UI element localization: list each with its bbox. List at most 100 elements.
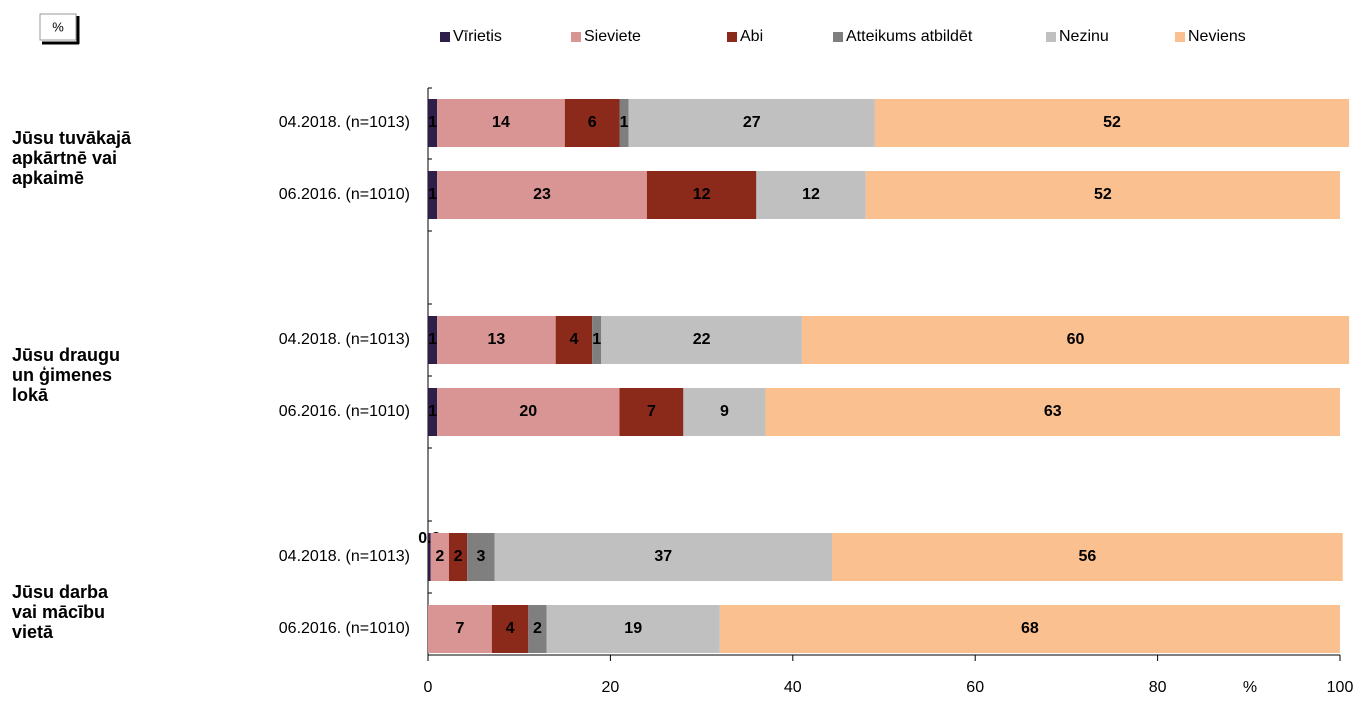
data-label: 60	[1067, 331, 1085, 348]
data-label: 37	[654, 548, 672, 565]
group-label: un ģimenes	[12, 365, 112, 385]
data-label: 7	[647, 403, 656, 420]
data-label: 1	[428, 403, 437, 420]
legend-swatch	[1046, 32, 1056, 42]
data-label: 12	[693, 186, 711, 203]
category-label: 06.2016. (n=1010)	[279, 403, 410, 420]
unit-box	[39, 13, 77, 41]
bar-segment	[801, 316, 1350, 364]
legend-label: Vīrietis	[453, 28, 502, 45]
legend-label: Neviens	[1188, 28, 1246, 45]
bar-segment	[555, 316, 593, 364]
bar-segment	[564, 99, 620, 147]
legend-label: Abi	[740, 28, 763, 45]
bar-segment	[428, 605, 492, 653]
unit-label: %	[52, 19, 64, 34]
data-label: 27	[743, 114, 761, 131]
x-tick-label: 40	[784, 679, 802, 696]
data-label: 22	[693, 331, 711, 348]
data-label: 1	[592, 331, 601, 348]
x-tick-label: 20	[602, 679, 620, 696]
legend-label: Sieviete	[584, 28, 641, 45]
x-tick-label: 0	[424, 679, 433, 696]
category-label: 04.2018. (n=1013)	[279, 548, 410, 565]
bar-segment	[494, 533, 833, 581]
data-label: 2	[454, 548, 463, 565]
data-label: 4	[506, 620, 515, 637]
bar-segment	[874, 99, 1350, 147]
data-label: 1	[428, 186, 437, 203]
group-label: lokā	[12, 385, 49, 405]
data-label: 23	[533, 186, 551, 203]
bar-segment	[437, 316, 556, 364]
bar-segment	[832, 533, 1343, 581]
legend-label: Nezinu	[1059, 28, 1109, 45]
group-label: Jūsu draugu	[12, 345, 120, 365]
data-label: 2	[435, 548, 444, 565]
legend-swatch	[833, 32, 843, 42]
bar-segment	[437, 388, 620, 436]
data-label: 9	[720, 403, 729, 420]
bar-segment	[448, 533, 468, 581]
x-axis-unit: %	[1243, 679, 1257, 696]
group-label: vai mācību	[12, 602, 105, 622]
data-label: 68	[1021, 620, 1039, 637]
bar-segment	[765, 388, 1340, 436]
category-label: 06.2016. (n=1010)	[279, 620, 410, 637]
bar-segment	[546, 605, 720, 653]
x-tick-label: 60	[966, 679, 984, 696]
category-label: 06.2016. (n=1010)	[279, 186, 410, 203]
bar-segment	[646, 171, 757, 219]
group-label: vietā	[12, 622, 54, 642]
bar-segment	[428, 533, 431, 581]
bar-segment	[628, 99, 875, 147]
data-label: 52	[1094, 186, 1112, 203]
bar-segment	[619, 99, 629, 147]
bar-segment	[430, 533, 449, 581]
bar-segment	[428, 388, 438, 436]
data-label: 14	[492, 114, 510, 131]
data-label: 19	[624, 620, 642, 637]
bar-segment	[528, 605, 547, 653]
bar-segment	[756, 171, 866, 219]
legend-swatch	[571, 32, 581, 42]
bar-segment	[437, 171, 647, 219]
bar-segment	[683, 388, 766, 436]
legend-label: Atteikums atbildēt	[846, 28, 973, 45]
category-label: 04.2018. (n=1013)	[279, 331, 410, 348]
bar-segment	[719, 605, 1340, 653]
x-tick-label: 100	[1327, 679, 1354, 696]
x-tick-label: 80	[1149, 679, 1167, 696]
bar-segment	[428, 316, 438, 364]
data-label: 1	[620, 114, 629, 131]
bar-segment	[601, 316, 802, 364]
data-label: 4	[569, 331, 578, 348]
bar-segment	[428, 99, 438, 147]
data-label: 63	[1044, 403, 1062, 420]
data-label: 2	[533, 620, 542, 637]
bar-segment	[428, 171, 438, 219]
data-label: 52	[1103, 114, 1121, 131]
group-label: Jūsu darba	[12, 582, 109, 602]
group-label: apkaimē	[12, 168, 84, 188]
bar-segment	[467, 533, 495, 581]
bar-segment	[437, 99, 565, 147]
bar-segment	[592, 316, 602, 364]
data-label: 3	[476, 548, 485, 565]
data-label: 20	[519, 403, 537, 420]
legend-swatch	[1175, 32, 1185, 42]
bar-segment	[865, 171, 1340, 219]
data-label: 12	[802, 186, 820, 203]
data-label: 56	[1078, 548, 1096, 565]
legend-swatch	[440, 32, 450, 42]
legend-swatch	[727, 32, 737, 42]
group-label: apkārtnē vai	[12, 148, 117, 168]
bar-segment	[619, 388, 684, 436]
data-label: 13	[488, 331, 506, 348]
group-label: Jūsu tuvākajā	[12, 128, 132, 148]
data-label: 1	[428, 114, 437, 131]
data-label: 1	[428, 331, 437, 348]
category-label: 04.2018. (n=1013)	[279, 114, 410, 131]
bar-segment	[491, 605, 529, 653]
data-label: 7	[455, 620, 464, 637]
